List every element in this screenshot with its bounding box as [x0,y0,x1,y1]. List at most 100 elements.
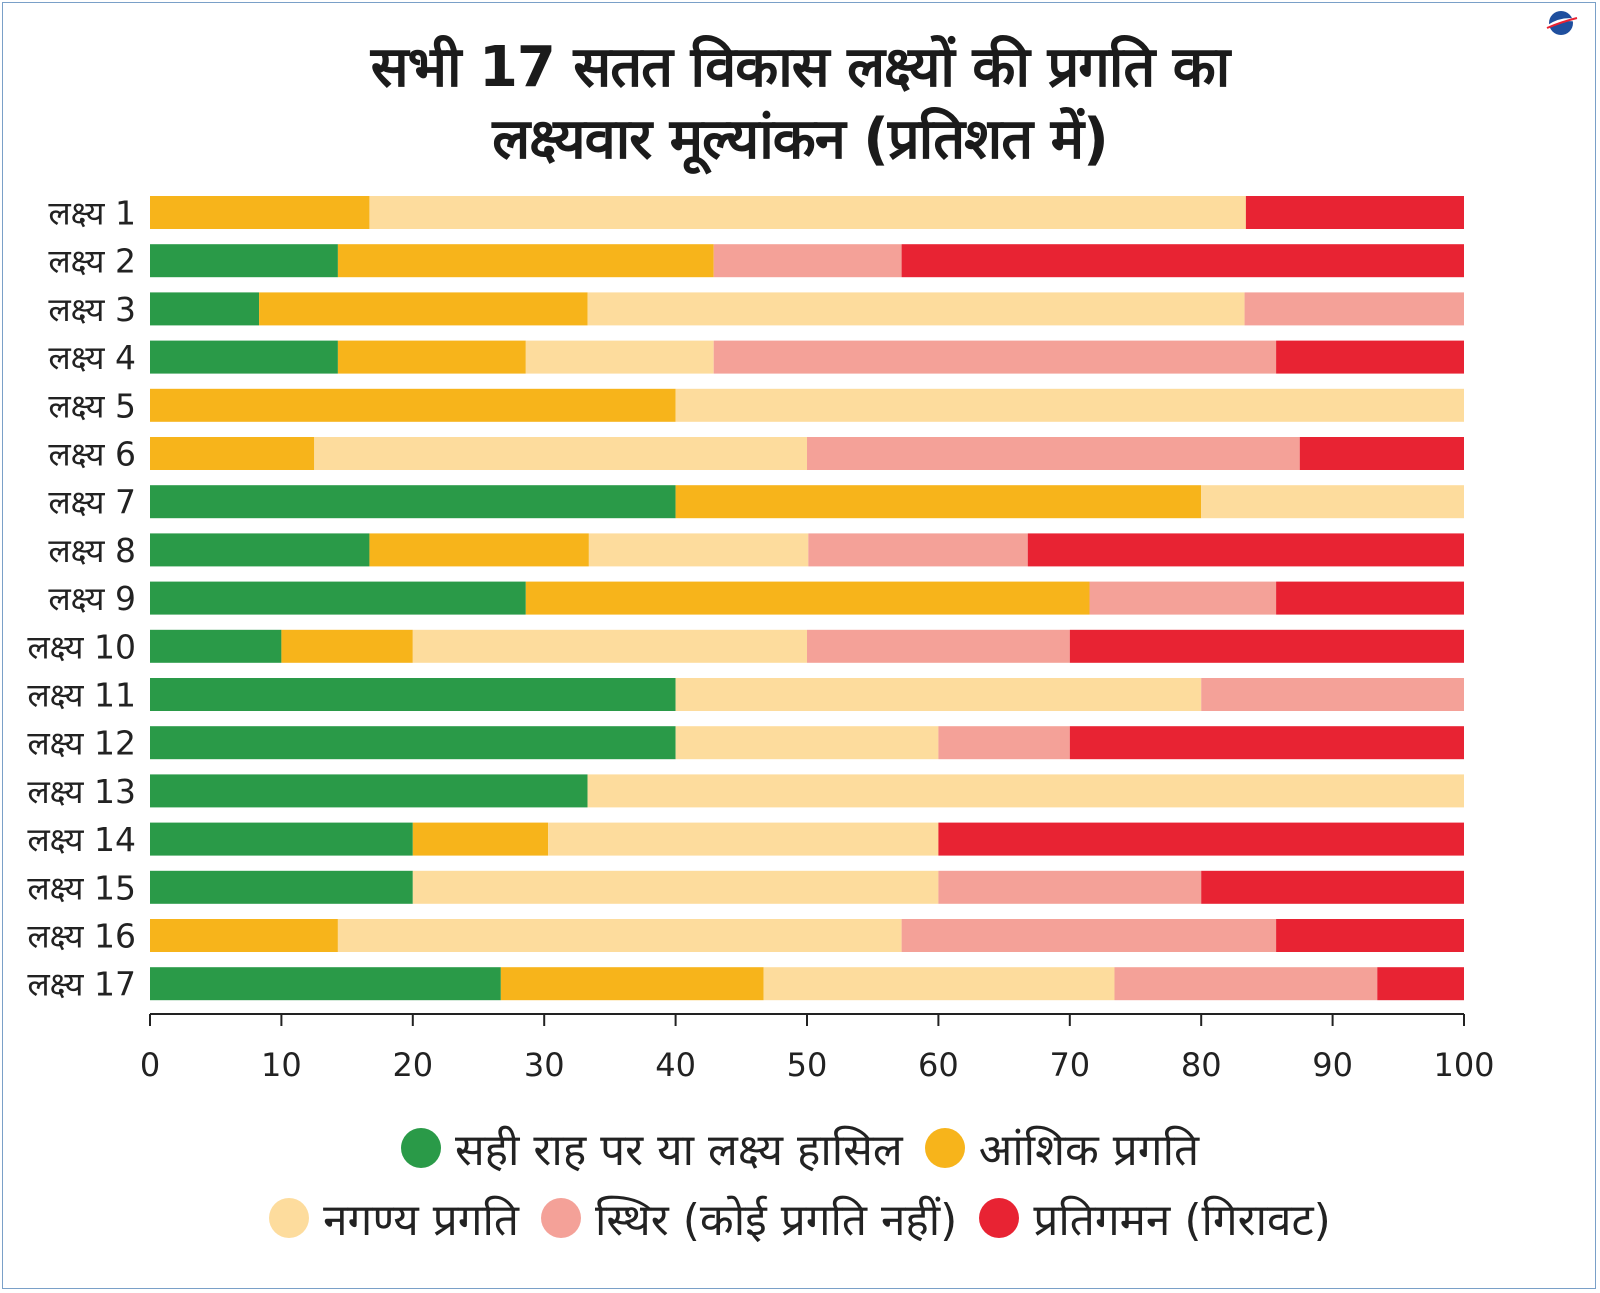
legend-row-1: सही राह पर या लक्ष्य हासिल आंशिक प्रगति [0,1118,1600,1178]
y-tick-label: लक्ष्य 10 [27,627,136,666]
bar-segment-goal-10-series-5 [1069,629,1464,663]
bar-segment-goal-10-series-4 [807,629,1070,663]
bar-segment-goal-17-series-3 [763,967,1115,1001]
y-tick-label: लक्ष्य 5 [48,386,136,425]
bar-segment-goal-1-series-2 [150,196,370,229]
bar-segment-goal-1-series-5 [1245,196,1464,229]
y-tick-label: लक्ष्य 3 [48,290,136,329]
bar-segment-goal-14-series-1 [150,822,413,856]
bar-segment-goal-10-series-1 [150,629,282,663]
y-tick-label: लक्ष्य 16 [27,917,136,956]
legend-dot-pink-icon [541,1198,582,1238]
bar-segment-goal-12-series-5 [1069,726,1464,760]
legend-label: आंशिक प्रगति [978,1125,1200,1176]
bar-segment-goal-7-series-3 [1201,485,1464,519]
x-tick-label: 100 [1433,1046,1494,1084]
bar-segment-goal-12-series-4 [938,726,1070,760]
y-tick-label: लक्ष्य 12 [27,724,136,763]
x-tick-label: 70 [1049,1046,1090,1084]
legend-item-partial-progress: आंशिक प्रगति [924,1118,1200,1178]
legend-item-regression: प्रतिगमन (गिरावट) [979,1188,1331,1248]
bar-segment-goal-17-series-4 [1114,967,1378,1001]
bar-segment-goal-10-series-3 [412,629,807,663]
legend-label: नगण्य प्रगति [323,1195,520,1246]
bar-segment-goal-1-series-3 [369,196,1246,229]
bar-segment-goal-15-series-4 [938,870,1202,904]
y-tick-label: लक्ष्य 4 [48,338,136,377]
bar-segment-goal-16-series-3 [337,919,902,952]
bar-segment-goal-2-series-4 [713,244,902,278]
bar-segment-goal-2-series-1 [150,244,338,278]
x-tick-label: 10 [261,1046,302,1084]
bar-segment-goal-8-series-5 [1027,533,1464,567]
bar-segment-goal-7-series-2 [675,485,1202,519]
bar-segment-goal-16-series-5 [1276,919,1464,952]
bar-segment-goal-9-series-2 [525,581,1090,615]
bar-segment-goal-10-series-2 [281,629,413,663]
bar-segment-goal-15-series-3 [412,870,939,904]
x-tick-label: 40 [655,1046,696,1084]
bar-segment-goal-9-series-1 [150,581,526,615]
y-tick-label: लक्ष्य 11 [27,676,136,715]
x-tick-label: 80 [1181,1046,1222,1084]
bar-segment-goal-4-series-5 [1276,340,1464,374]
legend-item-negligible-progress: नगण्य प्रगति [269,1188,519,1248]
bar-segment-goal-12-series-1 [150,726,676,760]
chart-title-line-2: लक्ष्यवार मूल्यांकन (प्रतिशत में) [492,107,1109,172]
legend-item-stagnant: स्थिर (कोई प्रगति नहीं) [541,1188,957,1248]
x-tick-label: 30 [524,1046,565,1084]
stacked-bar-chart: लक्ष्य 1 लक्ष्य 2 लक्ष्य 3 लक्ष्य 4 लक्ष्य 5… [27,194,1494,1085]
bar-segment-goal-2-series-5 [901,244,1464,278]
x-tick-label: 50 [787,1046,828,1084]
bar-segment-goal-11-series-1 [150,678,676,711]
legend-dot-red-icon [979,1198,1020,1238]
bar-segment-goal-5-series-3 [675,388,1464,422]
legend-dot-light-orange-icon [269,1198,310,1238]
legend-label: स्थिर (कोई प्रगति नहीं) [595,1195,958,1246]
legend-dot-green-icon [400,1128,441,1168]
bar-segment-goal-4-series-2 [337,340,526,374]
bar-segment-goal-13-series-3 [587,774,1464,808]
y-tick-label: लक्ष्य 13 [27,772,136,811]
y-tick-label: लक्ष्य 1 [48,194,136,233]
publisher-logo-icon [1546,11,1578,35]
y-tick-label: लक्ष्य 6 [48,435,136,474]
y-tick-label: लक्ष्य 15 [27,868,136,907]
bar-segment-goal-11-series-4 [1201,678,1464,711]
bar-segment-goal-15-series-5 [1201,870,1464,904]
legend-label: सही राह पर या लक्ष्य हासिल [454,1125,903,1176]
bar-segment-goal-14-series-3 [548,822,939,856]
bar-segment-goal-8-series-1 [150,533,370,567]
bar-segment-goal-9-series-5 [1276,581,1464,615]
bar-segment-goal-17-series-1 [150,967,501,1001]
y-tick-label: लक्ष्य 9 [48,579,136,618]
bars-layer [150,196,1464,1001]
legend-dot-orange-icon [924,1128,965,1168]
bar-segment-goal-16-series-2 [150,919,338,952]
bar-segment-goal-12-series-3 [675,726,939,760]
bar-segment-goal-17-series-5 [1377,967,1464,1001]
bar-segment-goal-6-series-5 [1299,437,1464,470]
chart-title-line-1: सभी 17 सतत विकास लक्ष्यों की प्रगति का [370,35,1231,100]
bar-segment-goal-4-series-4 [713,340,1277,374]
bar-segment-goal-13-series-1 [150,774,588,808]
bar-segment-goal-4-series-3 [525,340,714,374]
x-tick-label: 0 [140,1046,160,1084]
bar-segment-goal-8-series-3 [588,533,809,567]
bar-segment-goal-14-series-2 [412,822,549,856]
bar-segment-goal-4-series-1 [150,340,338,374]
bar-segment-goal-8-series-2 [369,533,589,567]
bar-segment-goal-15-series-1 [150,870,413,904]
legend-row-2: नगण्य प्रगति स्थिर (कोई प्रगति नहीं) प्र… [0,1188,1600,1248]
legend-label: प्रतिगमन (गिरावट) [1033,1195,1331,1246]
bar-segment-goal-3-series-4 [1244,292,1464,326]
y-tick-label: लक्ष्य 7 [48,483,136,522]
bar-segment-goal-6-series-4 [807,437,1300,470]
y-tick-label: लक्ष्य 2 [48,242,136,281]
bar-segment-goal-16-series-4 [901,919,1277,952]
bar-segment-goal-6-series-2 [150,437,315,470]
bar-segment-goal-5-series-2 [150,388,676,422]
bar-segment-goal-11-series-3 [675,678,1202,711]
x-tick-label: 90 [1312,1046,1353,1084]
